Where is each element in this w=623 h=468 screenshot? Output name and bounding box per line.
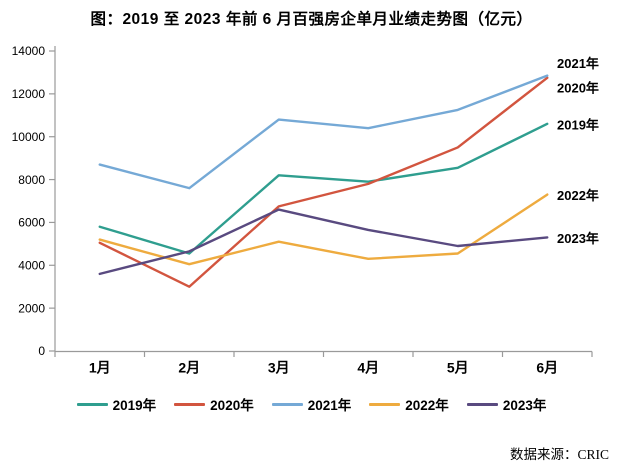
y-tick-label: 10000 [12,130,46,144]
legend-swatch-icon [466,402,498,406]
chart-line-2023 [98,208,549,276]
chart-line-2020 [98,76,549,288]
series-label-2022: 2022年 [557,188,599,203]
y-tick-label: 6000 [18,216,45,230]
chart-line-2022 [98,193,549,266]
legend-label: 2019年 [112,398,157,413]
legend-label: 2021年 [307,398,352,413]
legend-swatch-icon [76,402,108,406]
y-tick-label: 4000 [18,258,45,272]
series-label-2020: 2020年 [557,80,599,95]
x-tick-label: 3月 [268,360,290,376]
legend-swatch-icon [271,402,303,406]
legend-swatch-icon [174,402,206,406]
series-label-2019: 2019年 [557,117,599,132]
x-tick-label: 1月 [89,360,111,376]
chart-line-2019 [98,122,549,255]
legend-item-2020: 2020年 [174,394,254,414]
x-tick-label: 2月 [178,360,200,376]
x-tick-label: 5月 [447,360,469,376]
legend-label: 2023年 [502,398,547,413]
legend-item-2019: 2019年 [76,394,157,414]
legend-item-2021: 2021年 [271,394,352,414]
y-tick-label: 0 [38,344,45,358]
legend-label: 2020年 [210,398,254,413]
legend-swatch-icon [369,402,401,406]
legend-label: 2022年 [405,398,449,413]
series-label-2021: 2021年 [557,56,599,71]
data-source-note: 数据来源：CRIC [509,447,609,462]
chart-line-2021 [98,74,549,190]
y-tick-label: 14000 [12,44,46,58]
chart-legend: 2019年 2020年 2021年 2022年 2023年 [0,392,623,416]
legend-item-2023: 2023年 [466,394,547,414]
y-tick-label: 2000 [18,301,45,315]
series-label-2023: 2023年 [557,231,599,246]
y-tick-label: 8000 [18,173,45,187]
x-tick-label: 6月 [536,360,558,376]
x-tick-label: 4月 [357,360,379,376]
legend-item-2022: 2022年 [369,394,449,414]
y-tick-label: 12000 [12,87,46,101]
chart-title: 图：2019 至 2023 年前 6 月百强房企单月业绩走势图（亿元） [90,11,533,28]
